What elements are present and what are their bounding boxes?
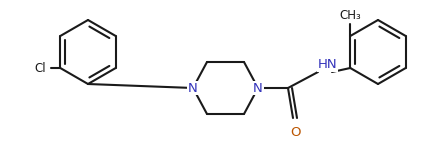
Text: CH₃: CH₃ [339, 9, 361, 22]
Text: N: N [188, 81, 198, 94]
Text: HN: HN [318, 58, 337, 71]
Text: O: O [290, 126, 300, 139]
Text: N: N [253, 81, 263, 94]
Text: Cl: Cl [35, 61, 46, 75]
